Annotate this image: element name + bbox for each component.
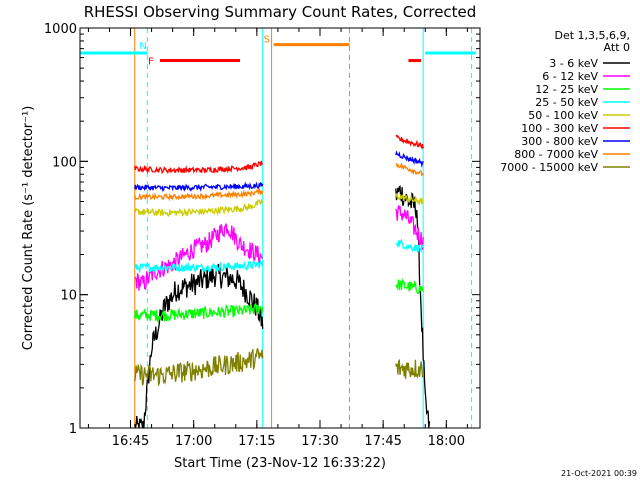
series-25-50-keV (134, 238, 424, 274)
x-tick-label: 16:45 (112, 434, 149, 449)
legend-label: 6 - 12 keV (542, 70, 598, 83)
series-100-300-keV (134, 134, 424, 175)
flag-label: S (264, 35, 270, 46)
series-line (395, 192, 424, 206)
x-tick-label: 18:00 (428, 434, 465, 449)
chart-title: RHESSI Observing Summary Count Rates, Co… (84, 3, 477, 21)
y-axis-label: Corrected Count Rate (s⁻¹ detector⁻¹) (21, 106, 36, 351)
x-axis-label: Start Time (23-Nov-12 16:33:22) (174, 456, 386, 471)
legend-label: 100 - 300 keV (521, 122, 598, 135)
legend-label: 12 - 25 keV (535, 83, 598, 96)
y-tick-label: 10 (60, 289, 77, 304)
legend-subheader: Att 0 (604, 41, 630, 54)
series-6-12-keV (134, 205, 424, 291)
legend-label: 300 - 800 keV (521, 135, 598, 148)
series-line (134, 187, 264, 202)
series-7000-15000-keV (134, 347, 424, 387)
x-tick-label: 17:00 (175, 434, 212, 449)
series-line (395, 134, 424, 150)
flag-label: F (148, 57, 154, 68)
series-line (395, 358, 424, 379)
x-tick-label: 17:45 (364, 434, 401, 449)
axes: 1 10 100 1000 16:45 17:00 17:15 17:30 17:45 18:00 (44, 22, 480, 449)
series-line (134, 303, 264, 324)
series-3-6-keV (134, 185, 431, 429)
series-50-100-keV (134, 192, 424, 217)
series-line (134, 260, 264, 274)
series-line (395, 238, 424, 253)
y-tick-label: 1 (69, 422, 77, 437)
series-line (134, 160, 263, 175)
series-12-25-keV (134, 277, 424, 324)
series-line (395, 150, 424, 168)
flag-label: N (139, 41, 146, 52)
series-line (134, 181, 264, 192)
legend-label: 50 - 100 keV (528, 109, 598, 122)
series-line (395, 205, 424, 250)
series-line (134, 347, 264, 387)
series-line (395, 277, 424, 295)
x-tick-label: 17:30 (301, 434, 338, 449)
footer-date: 21-Oct-2021 00:39 (561, 469, 637, 478)
y-tick-label: 100 (52, 155, 77, 170)
legend-label: 3 - 6 keV (549, 57, 598, 70)
legend-label: 25 - 50 keV (535, 96, 598, 109)
legend-label: 800 - 7000 keV (514, 148, 598, 161)
series-line (395, 185, 431, 429)
y-tick-label: 1000 (44, 22, 77, 37)
series-line (395, 162, 424, 177)
legend-label: 7000 - 15000 keV (500, 161, 598, 174)
series-line (134, 198, 264, 217)
series-300-800-keV (134, 150, 424, 192)
legend-header: Det 1,3,5,6,9, (554, 29, 630, 42)
series-line (134, 223, 263, 291)
plot-area: NF S (79, 28, 476, 429)
plot-frame (79, 27, 481, 429)
x-tick-label: 17:15 (238, 434, 275, 449)
series-line (134, 263, 264, 429)
series-800-7000-keV (134, 162, 424, 202)
